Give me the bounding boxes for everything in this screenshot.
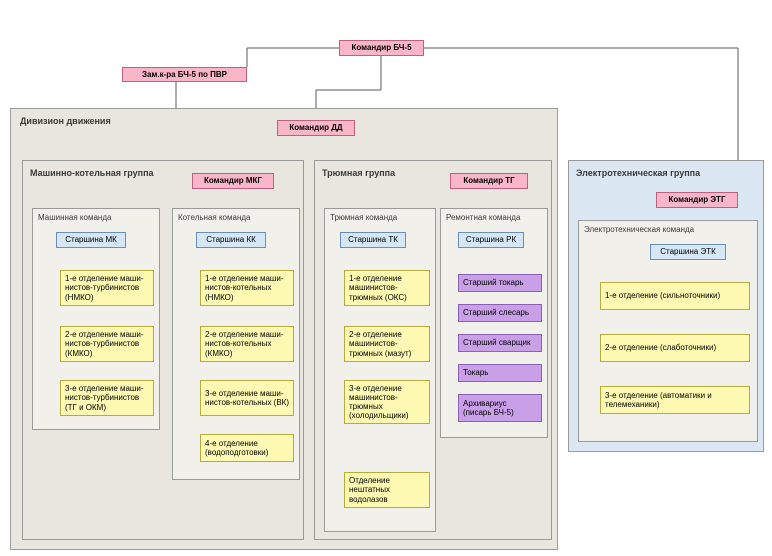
label-mkg: Машинно-котельная группа (30, 168, 154, 178)
label-etk: Электротехническая команда (584, 225, 694, 234)
node-starshina-kk: Старшина КК (196, 232, 266, 248)
node-etk-d2: 2-е отделение (слаботочники) (600, 334, 750, 362)
node-rk-p4: Токарь (458, 364, 542, 382)
node-kk-d1: 1-е отделение маши-нистов-котельных (НМК… (200, 270, 294, 306)
node-cmdr-etg: Командир ЭТГ (656, 192, 738, 208)
node-kk-d4: 4-е отделение (водоподготовки) (200, 434, 294, 462)
node-kk-d2: 2-е отделение маши-нистов-котельных (КМК… (200, 326, 294, 362)
node-rk-p5: Архивариус (писарь БЧ-5) (458, 394, 542, 422)
node-starshina-etk: Старшина ЭТК (650, 244, 726, 260)
label-mash: Машинная команда (38, 213, 111, 222)
node-cmdr-tg: Командир ТГ (450, 173, 528, 189)
label-etg: Электротехническая группа (576, 168, 700, 178)
node-cmdr-mkg: Командир МКГ (192, 173, 274, 189)
label-divizion: Дивизион движения (20, 116, 111, 126)
label-kotel: Котельная команда (178, 213, 250, 222)
node-etk-d3: 3-е отделение (автоматики и телемеханики… (600, 386, 750, 414)
node-mk-d3: 3-е отделение маши-нистов-турбинистов (Т… (60, 380, 154, 416)
node-zam-pvr: Зам.к-ра БЧ-5 по ПВР (122, 67, 247, 82)
node-tk-d3: 3-е отделение машинистов-трюмных (холоди… (344, 380, 430, 424)
node-starshina-tk: Старшина ТК (340, 232, 406, 248)
node-cmdr-dd: Командир ДД (277, 120, 355, 136)
node-cmdr-bch5: Командир БЧ-5 (339, 40, 424, 56)
node-tk-d4: Отделение нештатных водолазов (344, 472, 430, 508)
node-rk-p3: Старший сварщик (458, 334, 542, 352)
node-tk-d1: 1-е отделение машинистов-трюмных (ОКС) (344, 270, 430, 306)
node-etk-d1: 1-е отделение (сильноточники) (600, 282, 750, 310)
node-tk-d2: 2-е отделение машинистов-трюмных (мазут) (344, 326, 430, 362)
label-tg: Трюмная группа (322, 168, 395, 178)
node-starshina-rk: Старшина РК (458, 232, 524, 248)
node-mk-d1: 1-е отделение маши-нистов-турбинистов (Н… (60, 270, 154, 306)
label-trum: Трюмная команда (330, 213, 397, 222)
node-starshina-mk: Старшина МК (56, 232, 126, 248)
node-mk-d2: 2-е отделение маши-нистов-турбинистов (К… (60, 326, 154, 362)
node-kk-d3: 3-е отделение маши-нистов-котельных (ВК) (200, 380, 294, 416)
label-rem: Ремонтная команда (446, 213, 520, 222)
node-rk-p2: Старший слесарь (458, 304, 542, 322)
node-rk-p1: Старший токарь (458, 274, 542, 292)
